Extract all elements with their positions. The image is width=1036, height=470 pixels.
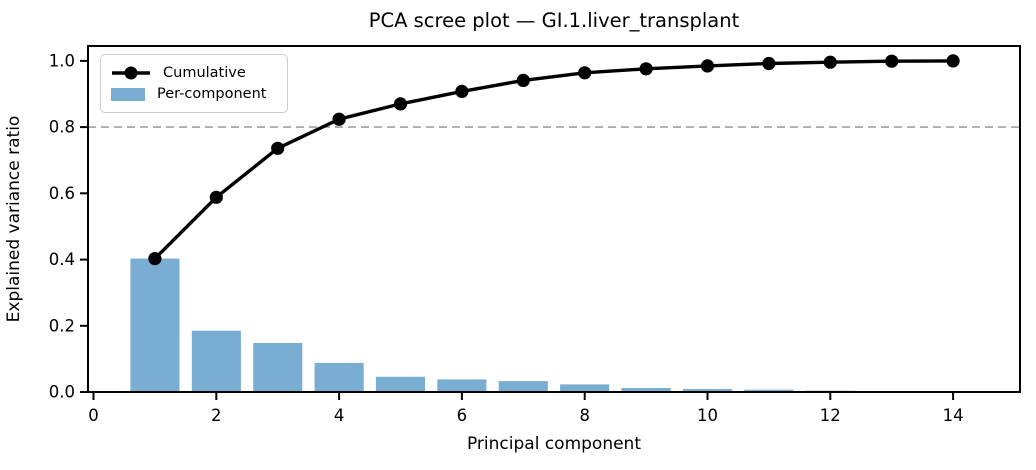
x-axis-label: Principal component [466,434,642,454]
legend-item-per-component: Per-component [111,84,277,104]
cumulative-point-pc6 [455,84,469,98]
cumulative-point-pc11 [762,56,776,71]
cumulative-line-icon [112,66,150,80]
cumulative-point-pc2 [209,190,223,204]
x-tick-label: 2 [211,406,222,425]
legend-item-cumulative: Cumulative [111,63,277,83]
x-tick-label: 6 [457,406,468,425]
y-tick-label: 0.8 [49,118,75,137]
x-tick-label: 10 [697,406,718,425]
bar-pc2 [191,330,241,392]
y-tick-label: 0.2 [49,316,75,335]
legend-label-cumulative: Cumulative [163,64,246,81]
y-tick-label: 1.0 [49,51,75,70]
cumulative-point-pc12 [823,55,837,69]
x-tick-label: 4 [334,406,345,425]
x-tick-label: 0 [88,406,99,425]
bar-pc3 [253,343,303,392]
bar-pc5 [375,376,425,392]
cumulative-line [153,59,954,260]
y-tick-label: 0.0 [49,383,75,402]
bar-pc6 [437,379,487,392]
bar-pc7 [498,381,548,392]
cumulative-point-pc10 [700,59,715,73]
axes-spines [87,45,1021,393]
cumulative-point-pc3 [271,141,285,155]
cumulative-point-pc9 [639,62,653,76]
per-component-patch-icon [111,87,145,101]
x-tick-label: 8 [579,406,590,425]
bar-pc1 [130,258,180,392]
bar-pc4 [314,362,364,392]
bar-pc8 [560,384,610,392]
cumulative-point-pc14 [946,54,960,68]
cumulative-point-pc13 [885,54,899,68]
x-tick-label: 12 [820,406,841,425]
legend-box: Cumulative Per-component [100,54,288,113]
cumulative-point-pc7 [516,73,530,87]
bar-pc9 [621,388,671,392]
y-tick-label: 0.4 [49,250,75,269]
cumulative-point-pc4 [332,112,346,126]
y-tick-label: 0.6 [49,184,75,203]
legend-label-per-component: Per-component [157,86,267,102]
bar-pc10 [682,389,732,392]
cumulative-point-pc1 [148,252,162,266]
bar-pc11 [744,389,794,392]
chart-title: PCA scree plot — GI.1.liver_transplant [368,9,740,32]
x-tick-label: 14 [943,406,964,425]
cumulative-point-pc8 [578,66,592,80]
cumulative-point-pc5 [393,97,408,111]
y-axis-label: Explained variance ratio [4,115,24,323]
